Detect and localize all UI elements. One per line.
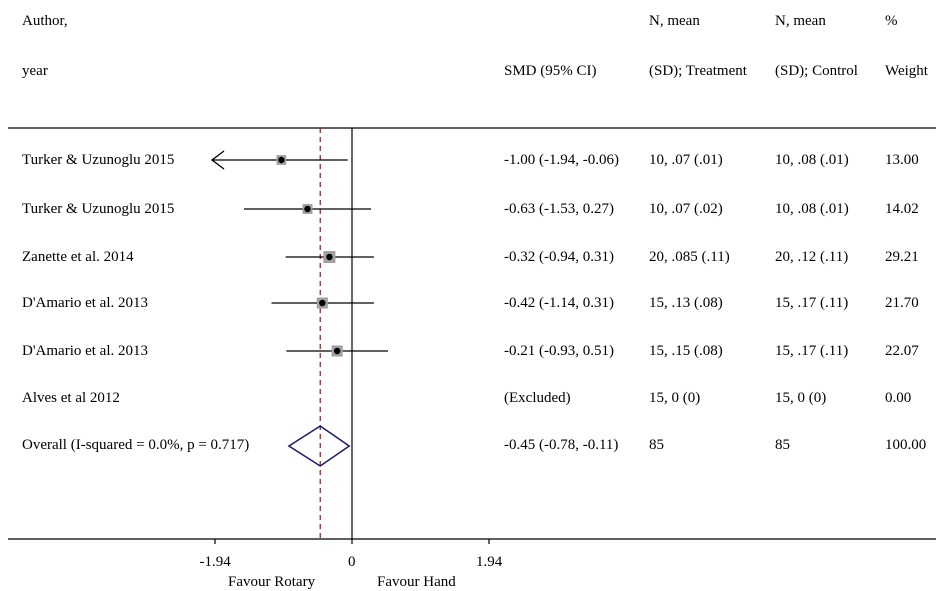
study-ci: -1.00 (-1.94, -0.06) — [504, 152, 619, 168]
header-weight-2: Weight — [885, 63, 928, 79]
study-name: Turker & Uzunoglu 2015 — [22, 201, 175, 217]
study-ci: -0.21 (-0.93, 0.51) — [504, 343, 614, 359]
header-smd: SMD (95% CI) — [504, 63, 597, 79]
study-control: 10, .08 (.01) — [775, 201, 849, 217]
header-treatment-1: N, mean — [649, 13, 700, 29]
study-name: D'Amario et al. 2013 — [22, 343, 149, 359]
x-axis-ticks — [214, 539, 490, 544]
overall-label: Overall (I-squared = 0.0%, p = 0.717) — [22, 437, 250, 453]
study-control: 20, .12 (.11) — [775, 249, 849, 265]
study-control: 15, .17 (.11) — [775, 343, 849, 359]
study-ci: -0.42 (-1.14, 0.31) — [504, 295, 614, 311]
overall-ci: -0.45 (-0.78, -0.11) — [504, 437, 619, 453]
study-treatment: 20, .085 (.11) — [649, 249, 730, 265]
study-weight: 21.70 — [885, 295, 919, 311]
header-control-1: N, mean — [775, 13, 826, 29]
point-estimate — [278, 156, 285, 164]
study-control: 15, 0 (0) — [775, 390, 827, 406]
overall-weight: 100.00 — [885, 437, 927, 453]
header-treatment-2: (SD); Treatment — [649, 63, 747, 79]
study-treatment: 10, .07 (.01) — [649, 152, 723, 168]
header-control-2: (SD); Control — [775, 63, 858, 79]
study-name: D'Amario et al. 2013 — [22, 295, 149, 311]
study-weight: 13.00 — [885, 152, 919, 168]
study-treatment: 10, .07 (.02) — [649, 201, 723, 217]
study-name: Zanette et al. 2014 — [22, 249, 134, 265]
header-year: year — [22, 63, 48, 79]
study-control: 10, .08 (.01) — [775, 152, 849, 168]
study-treatment: 15, .13 (.08) — [649, 295, 723, 311]
point-estimate — [333, 347, 341, 355]
study-control: 15, .17 (.11) — [775, 295, 849, 311]
x-tick-label: 1.94 — [476, 554, 503, 570]
x-tick-label: 0 — [348, 554, 356, 570]
study-ci: -0.32 (-0.94, 0.31) — [504, 249, 614, 265]
study-name: Alves et al 2012 — [22, 390, 120, 406]
overall-diamond — [287, 425, 351, 467]
study-treatment: 15, .15 (.08) — [649, 343, 723, 359]
study-treatment: 15, 0 (0) — [649, 390, 701, 406]
study-weight: 22.07 — [885, 343, 919, 359]
point-estimate — [319, 299, 326, 307]
study-ci: -0.63 (-1.53, 0.27) — [504, 201, 614, 217]
study-weight: 14.02 — [885, 201, 919, 217]
header-author: Author, — [22, 13, 68, 29]
point-estimate — [326, 253, 333, 261]
study-marks — [210, 150, 389, 357]
header-weight-1: % — [885, 13, 898, 29]
overall-control: 85 — [775, 437, 790, 453]
study-name: Turker & Uzunoglu 2015 — [22, 152, 175, 168]
favour-right-label: Favour Hand — [377, 574, 456, 590]
overall-treatment: 85 — [649, 437, 664, 453]
study-ci: (Excluded) — [504, 390, 571, 406]
favour-left-label: Favour Rotary — [228, 574, 316, 590]
x-tick-label: -1.94 — [199, 554, 231, 570]
study-weight: 0.00 — [885, 390, 912, 406]
point-estimate — [304, 205, 311, 213]
study-weight: 29.21 — [885, 249, 919, 265]
